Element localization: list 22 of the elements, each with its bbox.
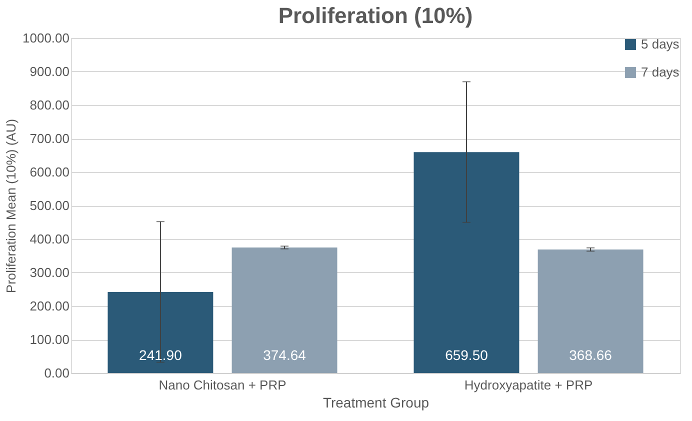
y-tick-label: 100.00	[30, 332, 70, 347]
chart-title: Proliferation (10%)	[278, 3, 473, 28]
y-tick-label: 300.00	[30, 265, 70, 280]
y-tick-label: 900.00	[30, 64, 70, 79]
data-label: 374.64	[263, 347, 306, 363]
x-tick-label: Hydroxyapatite + PRP	[464, 378, 593, 392]
data-label: 241.90	[139, 347, 182, 363]
x-axis-title: Treatment Group	[322, 394, 430, 410]
y-axis-title: Proliferation Mean (10%) (AU)	[4, 118, 19, 294]
y-tick-label: 800.00	[30, 98, 70, 112]
y-tick-label: 200.00	[30, 298, 70, 314]
y-tick-label: 600.00	[30, 164, 70, 180]
x-tick-label: Nano Chitosan + PRP	[158, 378, 286, 392]
legend-label: 7 days	[641, 64, 680, 80]
y-tick-label: 500.00	[30, 198, 70, 213]
y-tick-label: 0.00	[44, 366, 70, 380]
data-label: 659.50	[445, 347, 488, 363]
y-tick-label: 400.00	[30, 232, 70, 246]
y-tick-label: 700.00	[30, 131, 70, 146]
y-tick-label: 1000.00	[22, 30, 70, 46]
data-label: 368.66	[569, 347, 612, 363]
legend-label: 5 days	[641, 36, 680, 52]
